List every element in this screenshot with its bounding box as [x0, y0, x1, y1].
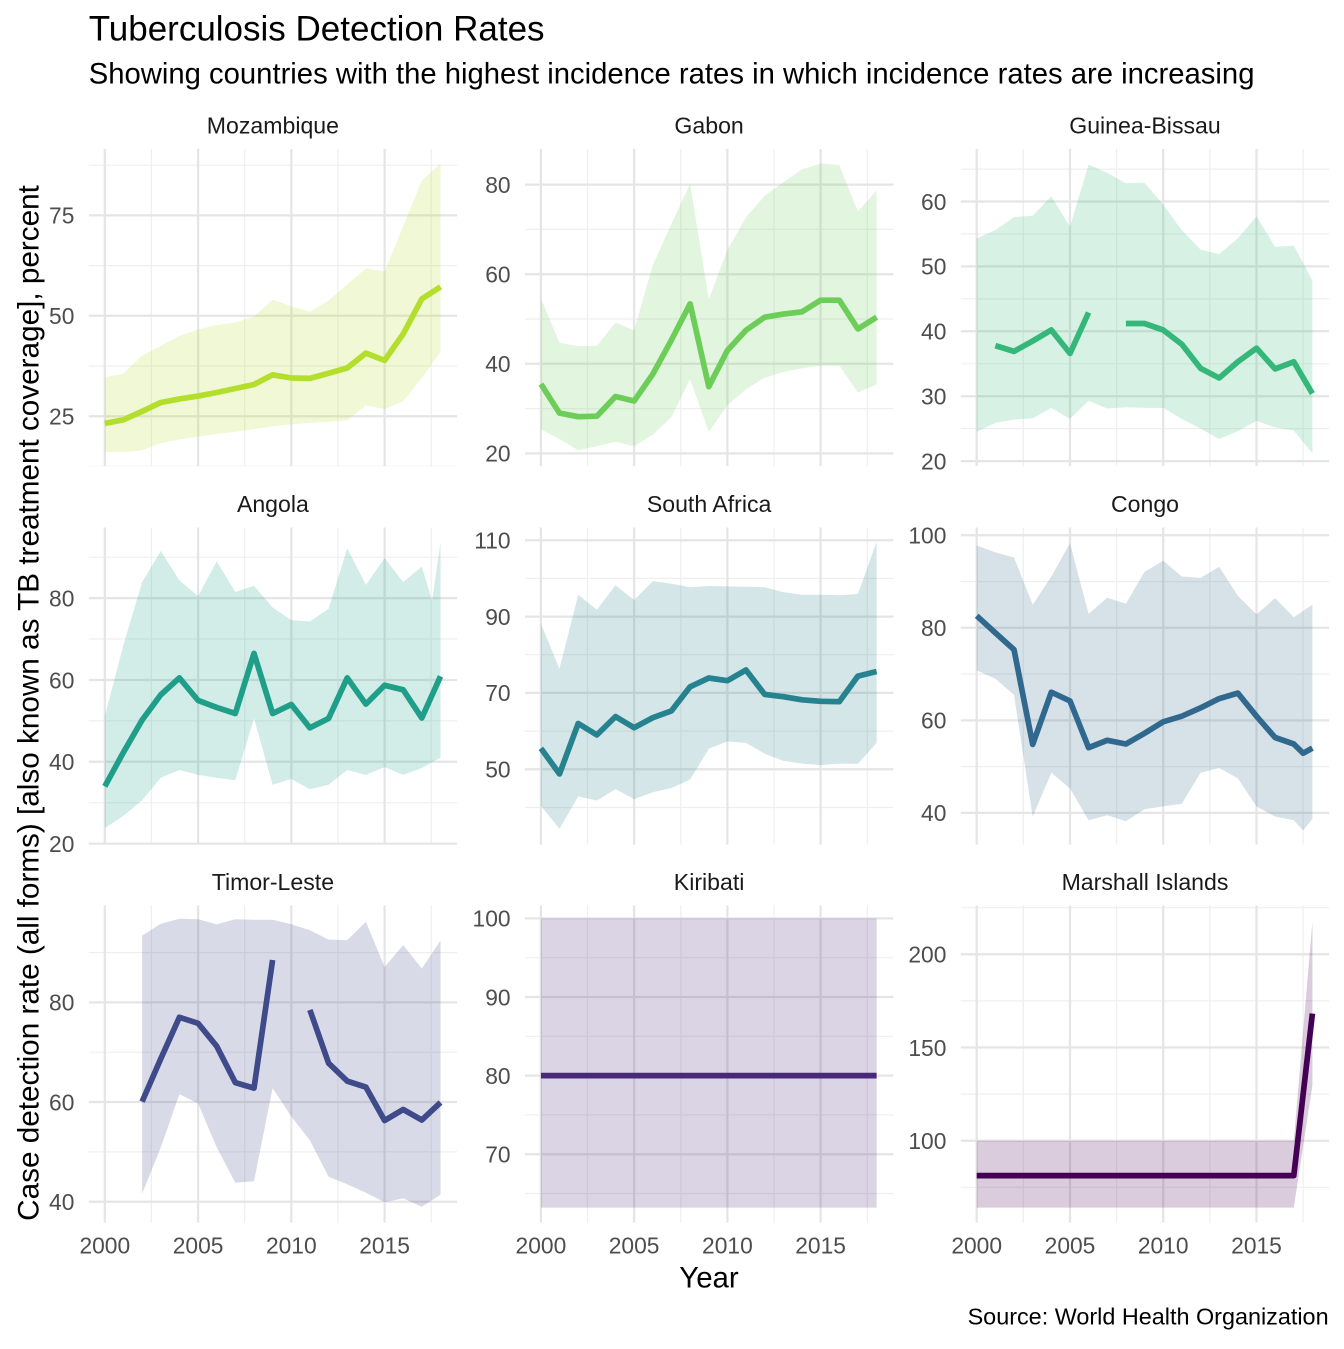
svg-text:Year: Year [679, 1261, 739, 1294]
svg-text:Case detection rate (all forms: Case detection rate (all forms) [also kn… [13, 184, 46, 1220]
svg-text:2005: 2005 [609, 1232, 660, 1258]
svg-text:2005: 2005 [1045, 1232, 1096, 1258]
svg-text:80: 80 [485, 172, 510, 198]
svg-text:Guinea-Bissau: Guinea-Bissau [1069, 113, 1220, 139]
svg-text:20: 20 [921, 448, 946, 474]
svg-text:2015: 2015 [795, 1232, 846, 1258]
svg-text:Gabon: Gabon [674, 113, 743, 139]
svg-text:2015: 2015 [359, 1232, 410, 1258]
svg-text:40: 40 [49, 1189, 74, 1215]
svg-text:60: 60 [49, 1089, 74, 1115]
svg-text:90: 90 [485, 984, 510, 1010]
svg-text:2010: 2010 [266, 1232, 317, 1258]
svg-text:2000: 2000 [516, 1232, 567, 1258]
svg-text:20: 20 [49, 831, 74, 857]
svg-text:100: 100 [473, 906, 511, 932]
svg-text:110: 110 [474, 528, 510, 554]
svg-text:2000: 2000 [79, 1232, 130, 1258]
svg-text:200: 200 [908, 942, 946, 968]
svg-text:100: 100 [908, 1128, 946, 1154]
svg-text:Kiribati: Kiribati [674, 869, 745, 895]
svg-text:50: 50 [921, 254, 946, 280]
svg-text:Angola: Angola [237, 491, 309, 517]
svg-text:40: 40 [49, 749, 74, 775]
svg-text:150: 150 [908, 1035, 946, 1061]
svg-text:2005: 2005 [173, 1232, 224, 1258]
svg-text:2010: 2010 [702, 1232, 753, 1258]
svg-text:40: 40 [921, 319, 946, 345]
svg-text:25: 25 [49, 404, 74, 430]
svg-text:80: 80 [485, 1063, 510, 1089]
svg-text:40: 40 [921, 800, 946, 826]
svg-text:70: 70 [485, 1142, 510, 1168]
svg-text:2015: 2015 [1231, 1232, 1282, 1258]
svg-text:South Africa: South Africa [647, 491, 772, 517]
svg-text:80: 80 [49, 585, 74, 611]
svg-text:30: 30 [921, 384, 946, 410]
svg-text:60: 60 [49, 667, 74, 693]
svg-text:Tuberculosis Detection Rates: Tuberculosis Detection Rates [89, 9, 545, 48]
svg-text:40: 40 [485, 351, 510, 377]
svg-text:75: 75 [49, 203, 74, 229]
svg-text:80: 80 [921, 615, 946, 641]
svg-text:60: 60 [921, 708, 946, 734]
svg-text:100: 100 [908, 523, 946, 549]
svg-text:90: 90 [485, 604, 510, 630]
svg-text:50: 50 [49, 303, 74, 329]
svg-text:2000: 2000 [951, 1232, 1002, 1258]
svg-text:2010: 2010 [1138, 1232, 1189, 1258]
svg-text:60: 60 [485, 262, 510, 288]
svg-text:20: 20 [485, 441, 510, 467]
svg-text:80: 80 [49, 990, 74, 1016]
svg-text:50: 50 [485, 757, 510, 783]
svg-text:Timor-Leste: Timor-Leste [212, 869, 334, 895]
svg-text:Mozambique: Mozambique [207, 113, 339, 139]
svg-text:Congo: Congo [1111, 491, 1179, 517]
svg-text:Source: World Health Organizat: Source: World Health Organization [968, 1304, 1329, 1330]
svg-text:Showing countries with the hig: Showing countries with the highest incid… [89, 58, 1255, 90]
svg-text:60: 60 [921, 189, 946, 215]
svg-text:70: 70 [485, 680, 510, 706]
svg-text:Marshall Islands: Marshall Islands [1062, 869, 1229, 895]
